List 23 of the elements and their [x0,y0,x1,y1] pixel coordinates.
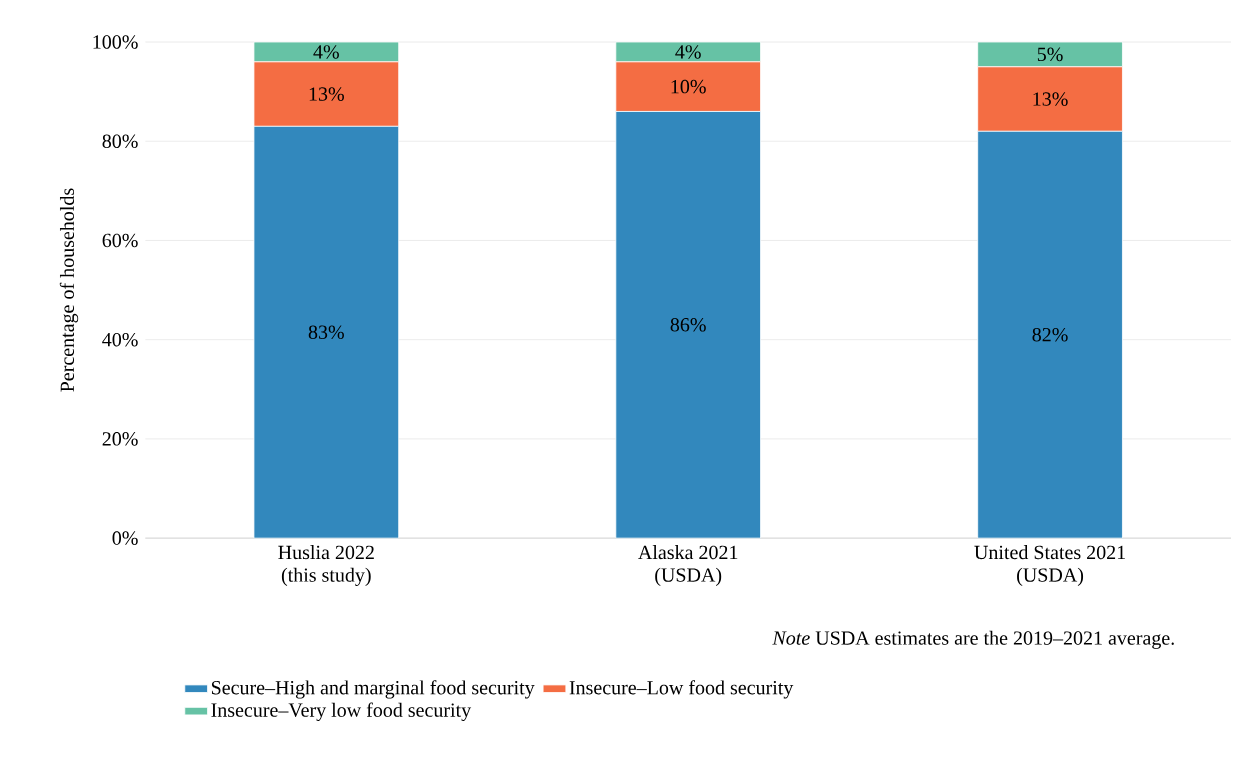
data-label: 13% [309,87,344,101]
legend-label: Secure–High and marginal food security [211,680,535,699]
data-label: 4% [313,45,339,59]
data-label: 10% [671,79,706,94]
y-tick-label: 40% [102,332,138,347]
text: Note USDA estimates are the 2019–2021 average. [772,630,1174,649]
x-tick-label: Alaska 2021 (USDA) [638,545,738,586]
y-tick-label: 80% [102,134,138,149]
data-label: 5% [1037,47,1063,62]
x-tick-label: United States 2021 (USDA) [974,545,1125,586]
data-label: 13% [1033,92,1068,106]
x-tick-label: Huslia 2022 (this study) [278,545,374,586]
data-label: 83% [308,325,344,340]
data-label: 82% [1032,328,1068,342]
data-label: 4% [675,45,701,59]
y-tick-label: 20% [102,432,138,446]
y-axis-title: Percentage of households [59,188,79,392]
y-tick-label: 100% [93,35,138,49]
legend-label: Insecure–Low food security [569,680,794,699]
y-tick-label: 0% [112,531,138,545]
data-label: 86% [670,318,706,332]
y-tick-label: 60% [102,233,138,248]
legend-label: Insecure–Very low food security [211,702,472,722]
